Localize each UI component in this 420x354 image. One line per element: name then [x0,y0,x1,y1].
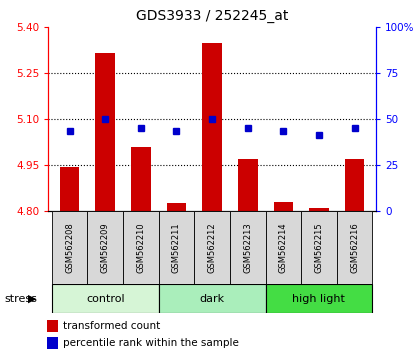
Bar [194,211,230,285]
Bar [60,167,79,211]
Text: GSM562208: GSM562208 [65,222,74,273]
Bar [230,211,265,285]
Bar [167,203,186,211]
Bar [159,284,265,313]
Bar [131,147,151,211]
Text: GSM562210: GSM562210 [136,222,145,273]
Text: stress: stress [4,294,37,304]
Bar [159,211,194,285]
Bar [265,284,373,313]
Text: ▶: ▶ [29,294,37,304]
Text: GSM562212: GSM562212 [207,222,217,273]
Text: GSM562209: GSM562209 [101,222,110,273]
Text: GSM562213: GSM562213 [243,222,252,273]
Text: high light: high light [292,294,345,304]
Bar [202,44,222,211]
Bar [345,159,364,211]
Text: percentile rank within the sample: percentile rank within the sample [63,338,239,348]
Text: transformed count: transformed count [63,321,160,331]
Text: dark: dark [200,294,225,304]
Bar [265,211,301,285]
Bar [123,211,159,285]
Bar [52,284,159,313]
Text: GSM562216: GSM562216 [350,222,359,273]
Bar [95,53,115,211]
Bar [47,320,58,332]
Text: GSM562214: GSM562214 [279,222,288,273]
Bar [309,208,329,211]
Title: GDS3933 / 252245_at: GDS3933 / 252245_at [136,9,288,23]
Bar [47,337,58,349]
Bar [238,159,257,211]
Text: control: control [86,294,125,304]
Bar [87,211,123,285]
Bar [52,211,87,285]
Bar [301,211,337,285]
Bar [273,202,293,211]
Bar [337,211,373,285]
Text: GSM562211: GSM562211 [172,222,181,273]
Text: GSM562215: GSM562215 [315,222,323,273]
